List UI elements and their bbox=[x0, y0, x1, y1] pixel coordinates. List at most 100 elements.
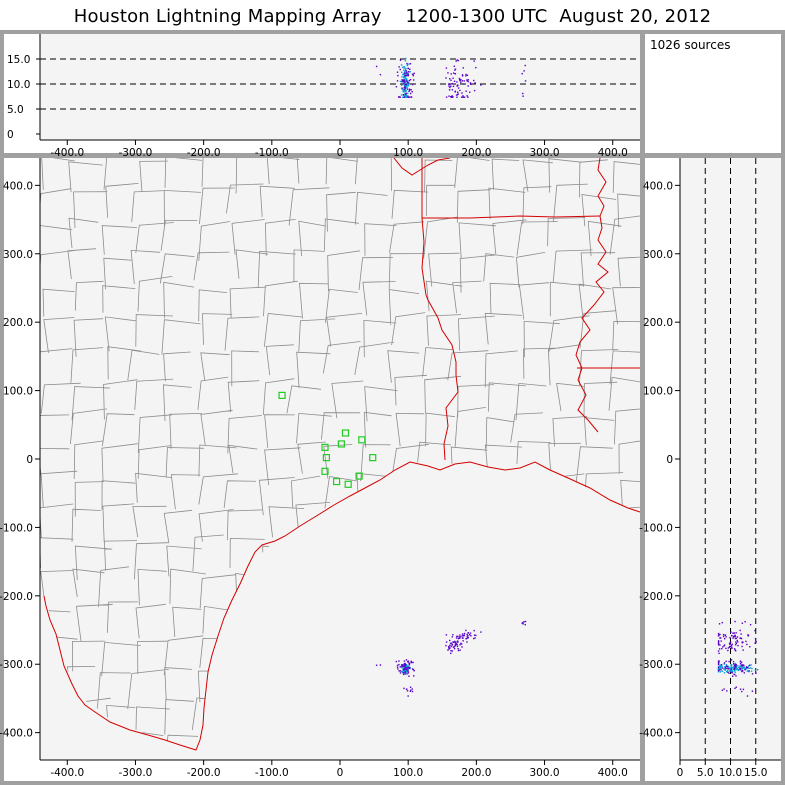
lightning-source-point bbox=[732, 636, 735, 638]
lightning-source-point bbox=[407, 670, 409, 673]
lightning-source-point bbox=[733, 665, 735, 668]
lightning-source-point bbox=[748, 664, 751, 666]
lightning-source-point bbox=[404, 70, 406, 72]
lightning-source-point bbox=[402, 672, 405, 674]
station-marker bbox=[358, 436, 366, 444]
lightning-source-point bbox=[445, 96, 448, 98]
lightning-source-point bbox=[745, 666, 748, 668]
lightning-source-point bbox=[401, 79, 403, 81]
lightning-source-point bbox=[720, 669, 722, 671]
altitude-x-tick-label: 10.0 bbox=[719, 767, 742, 779]
lightning-source-point bbox=[401, 88, 403, 90]
lightning-source-point bbox=[407, 81, 409, 84]
lightning-source-point bbox=[404, 96, 406, 98]
lightning-source-point bbox=[723, 662, 726, 664]
frame-divider bbox=[640, 30, 645, 785]
lightning-source-point bbox=[454, 645, 456, 647]
lightning-source-point bbox=[408, 71, 411, 73]
lightning-source-point bbox=[465, 75, 467, 77]
lightning-source-point bbox=[454, 642, 457, 644]
lightning-source-point bbox=[399, 670, 401, 672]
lightning-source-point bbox=[731, 669, 733, 671]
lightning-source-point bbox=[735, 642, 738, 645]
lightning-source-point bbox=[379, 73, 382, 76]
lightning-source-point bbox=[409, 689, 412, 691]
lightning-source-point bbox=[405, 94, 407, 96]
lightning-source-point bbox=[409, 690, 412, 692]
y-tick-label: -300.0 bbox=[639, 659, 673, 671]
lightning-source-point bbox=[729, 645, 731, 648]
lightning-source-point bbox=[717, 671, 720, 673]
lightning-source-point bbox=[459, 637, 461, 640]
lightning-source-point bbox=[454, 68, 457, 70]
lightning-source-point bbox=[398, 660, 400, 662]
lightning-source-point bbox=[406, 690, 409, 692]
lightning-source-point bbox=[405, 74, 408, 77]
lightning-source-point bbox=[470, 635, 472, 637]
lightning-source-point bbox=[737, 644, 739, 647]
lightning-source-point bbox=[524, 64, 526, 67]
station-marker bbox=[321, 467, 329, 475]
lightning-source-point bbox=[743, 672, 745, 674]
lightning-source-point bbox=[524, 80, 527, 82]
lightning-source-point bbox=[452, 77, 454, 79]
lightning-source-point bbox=[403, 670, 405, 672]
lightning-source-point bbox=[747, 670, 749, 672]
lightning-source-point bbox=[450, 85, 452, 88]
lightning-source-point bbox=[445, 641, 448, 643]
lightning-source-point bbox=[404, 79, 406, 82]
source-count-panel bbox=[645, 34, 781, 153]
lightning-source-point bbox=[407, 660, 410, 662]
lightning-source-point bbox=[405, 96, 408, 98]
lightning-source-point bbox=[404, 672, 406, 674]
station-marker bbox=[278, 391, 286, 399]
lightning-source-point bbox=[755, 640, 757, 643]
lightning-source-point bbox=[743, 664, 745, 667]
lightning-source-point bbox=[462, 67, 464, 69]
lightning-source-point bbox=[468, 633, 471, 636]
lightning-source-point bbox=[405, 86, 407, 88]
lightning-source-point bbox=[466, 80, 468, 82]
lightning-source-point bbox=[406, 62, 408, 65]
lightning-source-point bbox=[727, 647, 730, 649]
lightning-source-point bbox=[406, 79, 408, 81]
gulf-water bbox=[40, 462, 640, 760]
lightning-source-point bbox=[450, 642, 453, 644]
lightning-source-point bbox=[403, 94, 406, 97]
lightning-source-point bbox=[734, 649, 736, 651]
lightning-source-point bbox=[405, 75, 407, 78]
lightning-source-point bbox=[413, 79, 415, 81]
lightning-source-point bbox=[455, 60, 457, 62]
lightning-source-point bbox=[461, 646, 463, 648]
lightning-source-point bbox=[456, 644, 458, 646]
y-tick-label: 200.0 bbox=[643, 317, 673, 329]
lightning-source-point bbox=[745, 668, 747, 670]
lightning-source-point bbox=[522, 621, 524, 624]
lightning-source-point bbox=[450, 645, 452, 648]
lightning-source-point bbox=[728, 666, 730, 668]
lightning-source-point bbox=[740, 665, 743, 667]
lightning-source-point bbox=[731, 675, 734, 677]
lightning-source-point bbox=[403, 86, 405, 89]
x-altitude-plot-area bbox=[40, 34, 640, 140]
x-altitude-sources bbox=[375, 57, 527, 98]
lightning-source-point bbox=[734, 662, 737, 665]
lightning-source-point bbox=[462, 637, 464, 639]
lightning-source-point bbox=[725, 671, 728, 673]
lightning-source-point bbox=[403, 96, 406, 98]
lightning-source-point bbox=[410, 660, 412, 663]
lightning-source-point bbox=[725, 636, 727, 638]
lightning-source-point bbox=[463, 80, 465, 82]
lightning-source-point bbox=[723, 638, 726, 640]
lightning-source-point bbox=[404, 71, 406, 73]
altitude-tick-label: 15.0 bbox=[7, 54, 30, 66]
lightning-source-point bbox=[402, 81, 404, 83]
lightning-source-point bbox=[522, 92, 524, 95]
lightning-source-point bbox=[717, 668, 720, 670]
lightning-source-point bbox=[403, 75, 405, 78]
lightning-source-point bbox=[406, 673, 408, 675]
lightning-source-point bbox=[449, 644, 451, 646]
lightning-source-point bbox=[717, 666, 720, 669]
lightning-source-point bbox=[746, 667, 748, 669]
lightning-source-point bbox=[405, 83, 408, 86]
